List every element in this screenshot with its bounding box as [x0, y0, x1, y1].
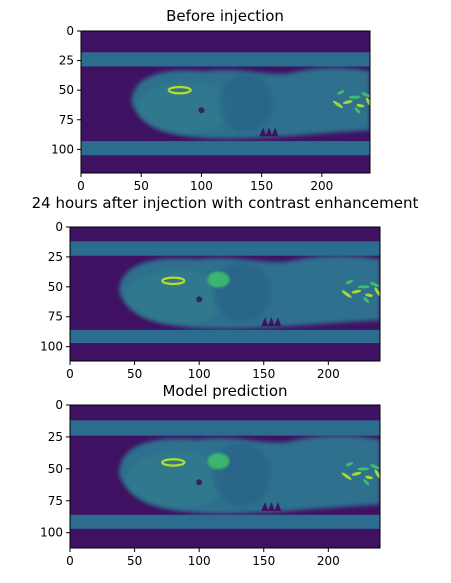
tail-feature: [348, 95, 361, 99]
tail-feature: [374, 287, 380, 296]
tail-feature: [363, 479, 370, 486]
image-area: [70, 405, 380, 548]
y-tick-label: 25: [48, 250, 63, 264]
image-area: [70, 227, 380, 361]
tail-feature: [341, 472, 352, 480]
leg-gap: [265, 127, 273, 137]
leg-gap: [261, 317, 269, 327]
panel-title: Model prediction: [162, 382, 287, 400]
dark-spot: [196, 296, 203, 303]
y-tick-label: 75: [59, 113, 74, 127]
table-band-1: [70, 241, 380, 256]
x-tick-label: 50: [127, 554, 142, 568]
table-band-2: [70, 514, 380, 529]
shoulder-region: [213, 442, 271, 507]
x-tick-label: 0: [77, 179, 85, 193]
head-region: [125, 270, 229, 324]
leg-gap: [274, 317, 282, 327]
tail-feature: [337, 90, 345, 95]
x-tick-label: 50: [127, 367, 142, 381]
table-band-1: [81, 52, 370, 67]
tail-feature: [345, 279, 354, 285]
tail-feature: [374, 469, 380, 479]
enhanced-organ-feature: [207, 271, 230, 288]
x-tick-label: 0: [66, 367, 74, 381]
leg-gap: [259, 127, 267, 137]
x-tick-label: 150: [250, 179, 273, 193]
table-band-2: [81, 141, 370, 156]
y-tick-label: 100: [40, 526, 63, 540]
y-tick-label: 50: [59, 83, 74, 97]
y-tick-label: 50: [48, 280, 63, 294]
leg-gap: [274, 501, 282, 511]
y-tick-label: 0: [66, 24, 74, 38]
eye-feature: [161, 276, 186, 286]
x-tick-label: 150: [252, 554, 275, 568]
x-tick-label: 200: [317, 554, 340, 568]
tail-feature: [351, 471, 362, 476]
panel-2: 0 50 100 150 200 0 25 50 75 100 24 hours after inj…: [32, 194, 419, 381]
tail-feature: [365, 475, 373, 480]
tail-feature: [369, 281, 380, 287]
x-tick-label: 100: [190, 179, 213, 193]
tail-feature: [341, 290, 352, 298]
tail-feature: [363, 296, 370, 304]
tail-feature: [357, 467, 370, 471]
panel-title: Before injection: [166, 7, 284, 25]
tail-feature: [354, 107, 361, 114]
table-band-2: [70, 329, 380, 344]
enhanced-organ-feature: [207, 453, 230, 470]
x-tick-label: 200: [310, 179, 333, 193]
x-tick-label: 50: [134, 179, 149, 193]
tail-feature: [356, 103, 365, 108]
x-tick-label: 0: [66, 554, 74, 568]
head-region: [137, 81, 234, 134]
eye-feature: [161, 458, 186, 467]
axes-frame: [69, 226, 381, 362]
image-area: [81, 31, 370, 173]
tail-feature: [357, 285, 370, 289]
leg-gap: [267, 501, 275, 511]
tail-feature: [351, 289, 362, 294]
y-tick-label: 0: [55, 220, 63, 234]
tail-feature: [365, 293, 373, 297]
tail-feature: [361, 92, 370, 98]
tail-feature: [369, 464, 380, 470]
tail-feature: [332, 100, 343, 109]
x-tick-label: 100: [188, 554, 211, 568]
x-tick-label: 100: [188, 367, 211, 381]
axes-frame: [69, 404, 381, 549]
shoulder-region: [213, 262, 271, 322]
table-band-1: [70, 420, 380, 436]
head-region: [125, 451, 229, 509]
y-tick-label: 25: [59, 54, 74, 68]
panel-1: 0 50 100 150 200 0 25 50 75 100 Before injection: [51, 7, 371, 193]
y-tick-label: 25: [48, 430, 63, 444]
dark-spot: [198, 107, 205, 114]
eye-feature: [167, 85, 192, 95]
dark-spot: [196, 479, 203, 486]
shoulder-region: [219, 74, 273, 133]
y-tick-label: 75: [48, 310, 63, 324]
tail-feature: [345, 461, 354, 467]
y-tick-label: 50: [48, 462, 63, 476]
leg-gap: [267, 317, 275, 327]
leg-gap: [271, 127, 279, 137]
axes-frame: [80, 30, 371, 174]
y-tick-label: 100: [51, 142, 74, 156]
x-tick-label: 200: [317, 367, 340, 381]
y-tick-label: 0: [55, 398, 63, 412]
tail-feature: [365, 97, 370, 107]
y-tick-label: 75: [48, 494, 63, 508]
leg-gap: [261, 501, 269, 511]
panel-title: 24 hours after injection with contrast e…: [32, 194, 419, 212]
tail-feature: [342, 100, 353, 104]
panel-3: 0 50 100 150 200 0 25 50 75 100 Model prediction: [40, 382, 381, 568]
y-tick-label: 100: [40, 340, 63, 354]
x-tick-label: 150: [252, 367, 275, 381]
